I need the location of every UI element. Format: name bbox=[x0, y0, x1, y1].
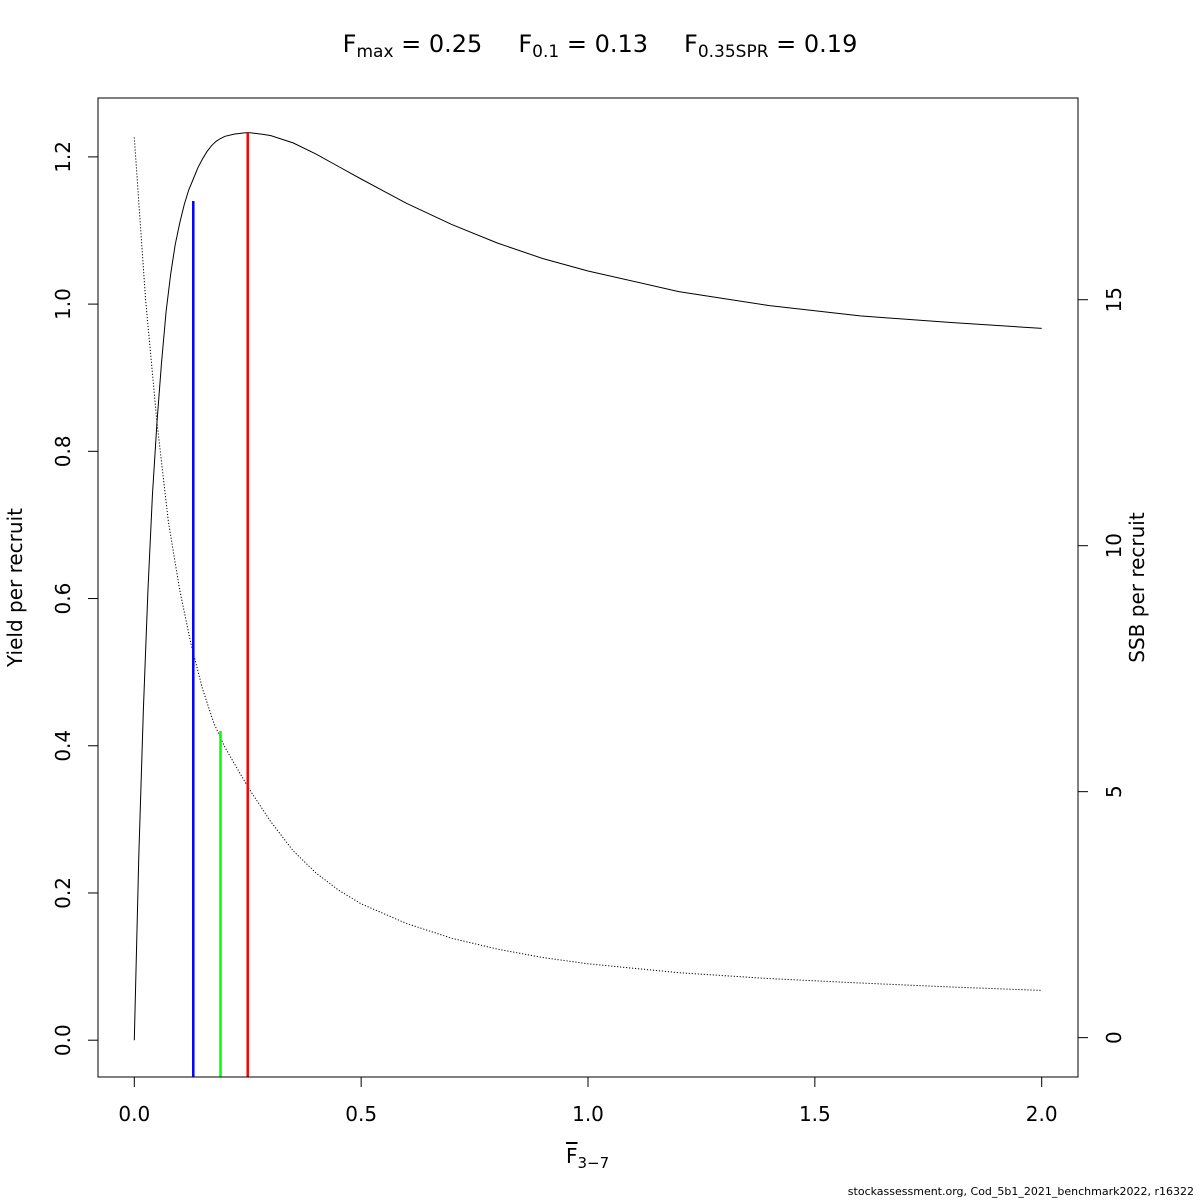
axes: 0.0 0.5 1.0 1.5 2.0 0.0 0.2 0.4 0.6 0.8 1.0 1.2 0 5 10… bbox=[3, 141, 1149, 1126]
reference-lines bbox=[192, 132, 249, 1077]
y2-tick-label: 10 bbox=[1102, 533, 1126, 558]
title-f01: F0.1 = 0.13 bbox=[518, 30, 648, 62]
plot-frame bbox=[97, 97, 1079, 1078]
footer-credit: stockassessment.org, Cod_5b1_2021_benchm… bbox=[847, 1185, 1194, 1198]
y-tick-label: 0.2 bbox=[51, 877, 75, 909]
y2-axis-label: SSB per recruit bbox=[1125, 512, 1149, 663]
y-tick-label: 1.2 bbox=[51, 141, 75, 173]
y-tick-label: 0.6 bbox=[51, 583, 75, 615]
y-tick-label: 1.0 bbox=[51, 288, 75, 320]
title-f035spr: F0.35SPR = 0.19 bbox=[684, 30, 858, 62]
x-axis-label: F3−7 bbox=[566, 1144, 610, 1172]
x-tick-label: 0.0 bbox=[118, 1102, 150, 1126]
y-tick-label: 0.0 bbox=[51, 1024, 75, 1056]
title-fmax: Fmax = 0.25 bbox=[342, 30, 483, 62]
chart-title: Fmax = 0.25 F0.1 = 0.13 F0.35SPR = 0.19 bbox=[0, 30, 1200, 62]
series-layer bbox=[133, 132, 1042, 1041]
ssb-per-recruit-line bbox=[133, 137, 1042, 991]
x-tick-label: 2.0 bbox=[1026, 1102, 1058, 1126]
y2-tick-label: 0 bbox=[1102, 1031, 1126, 1044]
y-tick-label: 0.8 bbox=[51, 435, 75, 467]
x-tick-label: 1.5 bbox=[799, 1102, 831, 1126]
x-tick-label: 1.0 bbox=[572, 1102, 604, 1126]
yield-per-recruit-line bbox=[133, 132, 1042, 1041]
x-tick-label: 0.5 bbox=[345, 1102, 377, 1126]
y-tick-label: 0.4 bbox=[51, 730, 75, 762]
y-axis-label: Yield per recruit bbox=[3, 508, 27, 668]
y2-tick-label: 15 bbox=[1102, 287, 1126, 312]
y2-tick-label: 5 bbox=[1102, 785, 1126, 798]
